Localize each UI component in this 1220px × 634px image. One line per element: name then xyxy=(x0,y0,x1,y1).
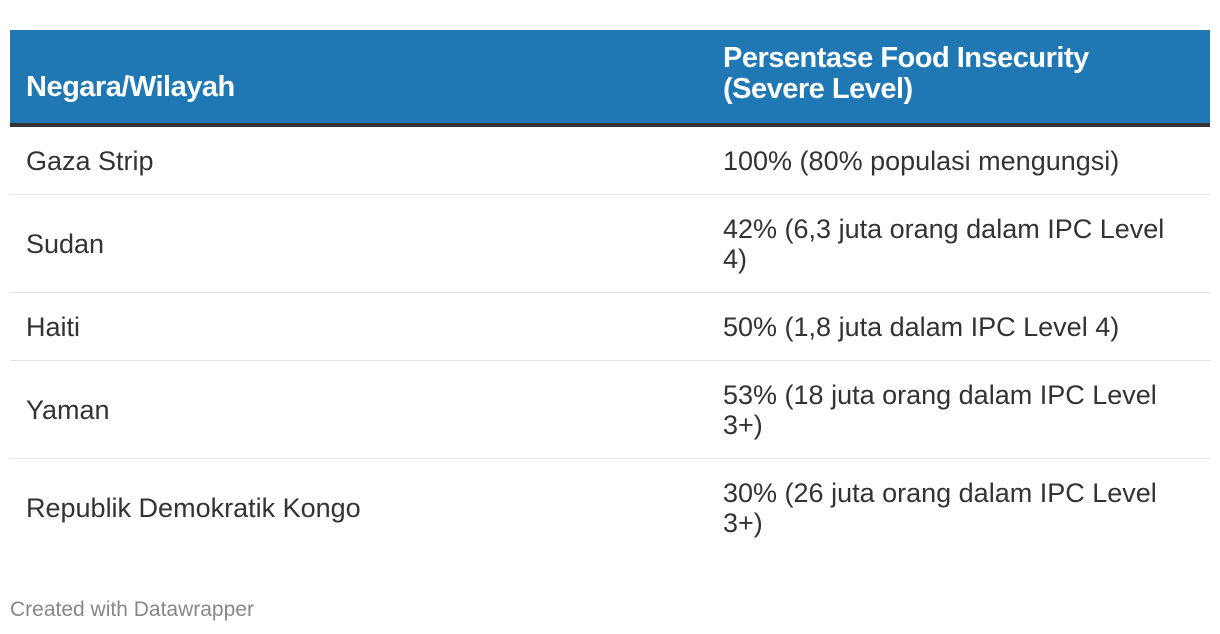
table-cell-percentage: 100% (80% populasi mengungsi) xyxy=(707,125,1210,195)
table-cell-country: Yaman xyxy=(10,360,707,459)
table-row: Gaza Strip 100% (80% populasi mengungsi) xyxy=(10,125,1210,195)
table-cell-country: Haiti xyxy=(10,292,707,361)
table-row: Yaman 53% (18 juta orang dalam IPC Level… xyxy=(10,360,1210,459)
table-cell-country: Republik Demokratik Kongo xyxy=(26,492,361,523)
table-cell-percentage: 53% (18 juta orang dalam IPC Level 3+) xyxy=(707,360,1210,459)
column-header-country[interactable]: Negara/Wilayah xyxy=(10,30,707,127)
table-cell-percentage: 30% (26 juta orang dalam IPC Level 3+) xyxy=(723,477,1157,538)
data-table-container: Negara/Wilayah Persentase Food Insecurit… xyxy=(10,30,1210,556)
table-cell-percentage: 42% (6,3 juta orang dalam IPC Level 4) xyxy=(707,194,1210,293)
table-row: Sudan 42% (6,3 juta orang dalam IPC Leve… xyxy=(10,194,1210,293)
table-header-row: Negara/Wilayah Persentase Food Insecurit… xyxy=(10,30,1210,127)
food-insecurity-table: Negara/Wilayah Persentase Food Insecurit… xyxy=(10,30,1210,556)
datawrapper-credit[interactable]: Created with Datawrapper xyxy=(10,598,254,621)
table-row: Haiti 50% (1,8 juta dalam IPC Level 4) xyxy=(10,292,1210,361)
table-cell-country: Sudan xyxy=(10,194,707,293)
column-header-percentage[interactable]: Persentase Food Insecurity (Severe Level… xyxy=(707,30,1210,127)
table-row: Republik Demokratik Kongo 30% (26 juta o… xyxy=(10,459,1210,557)
table-cell-percentage: 50% (1,8 juta dalam IPC Level 4) xyxy=(707,292,1210,361)
table-cell-country: Gaza Strip xyxy=(10,125,707,195)
